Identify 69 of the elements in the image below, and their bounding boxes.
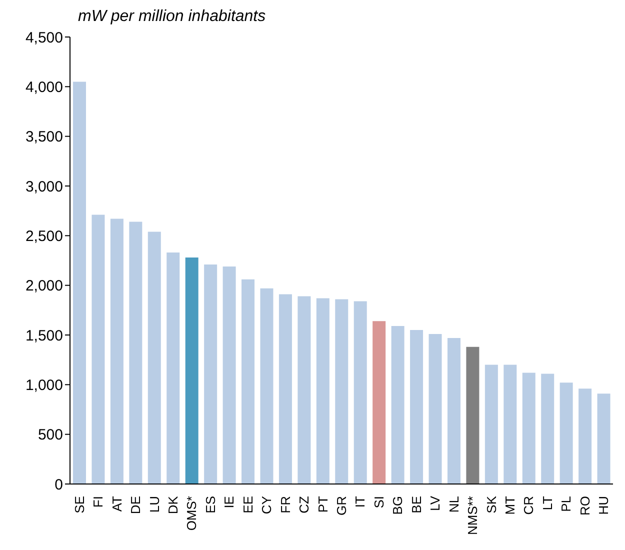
bar: [484, 364, 498, 484]
bar: [260, 288, 274, 484]
x-tick-label: MT: [502, 496, 518, 515]
x-tick-label: FR: [278, 496, 293, 514]
x-tick-label: LV: [428, 496, 443, 511]
x-tick-label: LT: [540, 496, 555, 510]
x-tick-label: IT: [352, 496, 368, 508]
x-tick-label: CY: [259, 496, 274, 514]
bar: [410, 330, 424, 484]
x-tick-label: HU: [596, 496, 612, 515]
bar: [541, 374, 554, 484]
x-tick-label: BE: [408, 496, 424, 514]
x-tick-label: SK: [484, 496, 499, 514]
bar: [447, 338, 460, 484]
y-tick-label: 1,500: [25, 327, 63, 344]
bar: [316, 298, 330, 484]
bar: [560, 382, 573, 484]
bar: [185, 258, 198, 484]
bar: [298, 296, 311, 484]
bar: [578, 388, 592, 484]
x-tick-label: DK: [165, 496, 180, 514]
y-tick-label: 3,500: [25, 128, 63, 146]
x-tick-label: SI: [371, 496, 386, 508]
bar: [522, 372, 536, 484]
bar: [222, 266, 236, 484]
bar: [166, 252, 180, 484]
x-tick-label: NL: [446, 496, 462, 513]
x-tick-label: RO: [577, 496, 592, 516]
y-axis-title: mW per million inhabitants: [78, 8, 266, 26]
x-tick-label: DE: [128, 496, 144, 514]
y-tick-label: 3,000: [25, 178, 63, 196]
x-tick-label: PT: [315, 496, 330, 513]
bar: [354, 301, 367, 484]
y-tick-label: 1,000: [25, 376, 63, 394]
bar: [73, 82, 86, 484]
y-tick-label: 2,000: [25, 278, 63, 295]
x-tick-label: SE: [72, 496, 87, 514]
y-tick-label: 0: [54, 476, 63, 494]
bar: [92, 214, 105, 484]
y-tick-label: 500: [38, 426, 63, 444]
x-tick-label: AT: [109, 496, 124, 512]
bar: [242, 279, 255, 484]
bar: [148, 232, 161, 484]
bar: [597, 394, 610, 484]
bar: [129, 222, 142, 484]
bar: [428, 334, 442, 484]
y-tick-label: 2,500: [25, 228, 63, 245]
bar: [372, 321, 386, 484]
x-tick-label: IE: [222, 496, 237, 508]
x-tick-label: BG: [390, 496, 406, 515]
x-tick-label: LU: [146, 496, 162, 513]
bar: [110, 218, 124, 484]
x-tick-label: OMS*: [184, 496, 200, 531]
x-tick-label: GR: [334, 496, 349, 516]
bar: [504, 364, 517, 484]
x-tick-label: FI: [90, 496, 106, 508]
x-tick-label: PL: [558, 496, 574, 512]
y-tick-label: 4,500: [25, 29, 63, 46]
x-tick-label: CZ: [296, 496, 312, 514]
bar: [335, 299, 348, 484]
y-tick-label: 4,000: [25, 78, 63, 96]
bar: [391, 326, 404, 484]
bar: [466, 346, 480, 484]
x-tick-label: NMS**: [465, 496, 480, 536]
bar: [204, 264, 218, 484]
x-tick-label: ES: [202, 496, 218, 514]
x-tick-label: CR: [521, 496, 536, 515]
x-tick-label: EE: [240, 496, 256, 514]
bar: [278, 294, 292, 484]
